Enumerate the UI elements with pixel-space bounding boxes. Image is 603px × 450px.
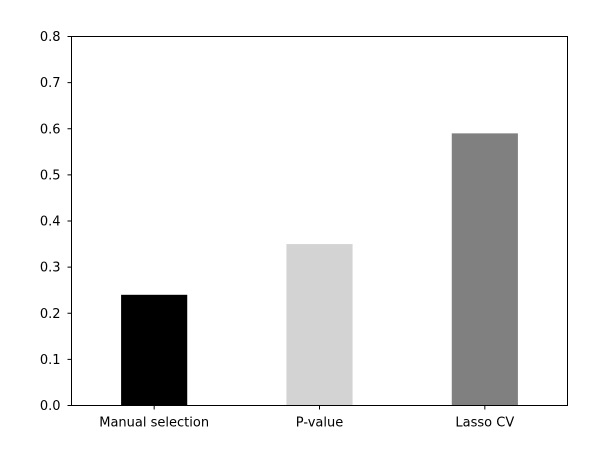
y-tick-label: 0.6 [40,122,61,137]
plot-frame [71,36,568,406]
y-tick-label: 0.2 [40,307,61,322]
bars-layer [121,133,518,406]
y-tick-label: 0.1 [40,353,61,368]
y-axis: 0.0 0.1 0.2 0.3 0.4 0.5 0.6 0.7 0.8 [40,30,72,414]
y-tick-label: 0.8 [40,30,61,45]
y-tick-label: 0.5 [40,168,61,183]
y-tick-label: 0.4 [40,215,61,230]
bar-manual-selection [121,294,188,406]
x-tick-label: Manual selection [99,416,209,431]
y-tick-label: 0.3 [40,261,61,276]
x-axis: Manual selection P-value Lasso CV [99,405,514,431]
x-tick-label: Lasso CV [455,416,514,431]
y-tick-label: 0.0 [40,399,61,414]
y-tick-label: 0.7 [40,76,61,91]
x-tick-label: P-value [296,416,343,431]
bar-p-value [286,244,353,406]
bar-lasso-cv [451,133,518,406]
